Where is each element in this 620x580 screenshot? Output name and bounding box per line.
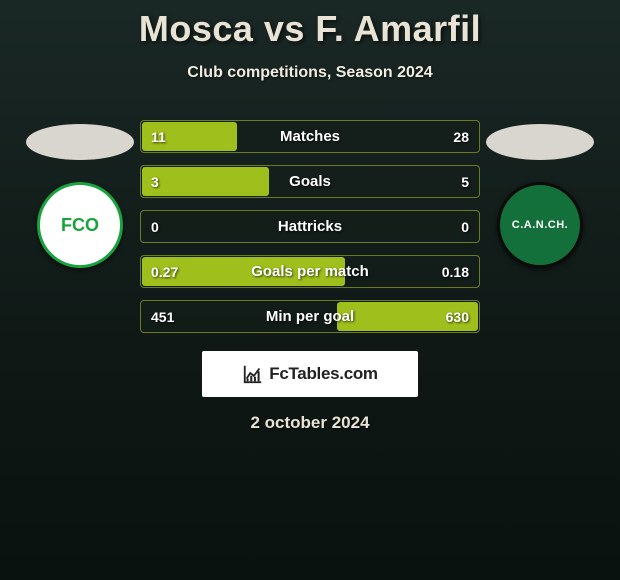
stat-value-left: 3 xyxy=(151,174,159,190)
stat-label: Min per goal xyxy=(266,308,354,325)
stat-label: Goals xyxy=(289,173,331,190)
stat-row: 0 Hattricks 0 xyxy=(140,210,480,243)
left-club-initials: FCO xyxy=(61,215,99,236)
page-title: Mosca vs F. Amarfil xyxy=(0,8,620,50)
stat-value-left: 11 xyxy=(151,129,166,145)
stat-row: 3 Goals 5 xyxy=(140,165,480,198)
stat-value-left: 451 xyxy=(151,309,174,325)
stat-label: Matches xyxy=(280,128,340,145)
right-player-silhouette xyxy=(486,124,594,160)
brand-text: FcTables.com xyxy=(269,364,378,384)
stat-row: 0.27 Goals per match 0.18 xyxy=(140,255,480,288)
page-subtitle: Club competitions, Season 2024 xyxy=(0,64,620,82)
stat-value-right: 5 xyxy=(461,174,469,190)
stat-label: Goals per match xyxy=(251,263,369,280)
stat-row: 11 Matches 28 xyxy=(140,120,480,153)
brand-box[interactable]: FcTables.com xyxy=(202,351,418,397)
right-club-badge: C.A.N.CH. xyxy=(497,182,583,268)
date-text: 2 october 2024 xyxy=(0,413,620,433)
stat-value-left: 0.27 xyxy=(151,264,178,280)
stat-value-right: 0.18 xyxy=(442,264,469,280)
stat-value-left: 0 xyxy=(151,219,159,235)
comparison-body: FCO 11 Matches 28 3 Goals 5 0 Hattricks 0 0.27 Goa… xyxy=(0,120,620,333)
stat-fill-left xyxy=(142,167,269,196)
stat-value-right: 630 xyxy=(446,309,469,325)
stat-value-right: 0 xyxy=(461,219,469,235)
stat-row: 451 Min per goal 630 xyxy=(140,300,480,333)
stat-label: Hattricks xyxy=(278,218,342,235)
right-side: C.A.N.CH. xyxy=(480,120,600,333)
right-club-initials: C.A.N.CH. xyxy=(512,219,568,231)
chart-icon xyxy=(242,363,264,385)
left-club-badge: FCO xyxy=(37,182,123,268)
left-player-silhouette xyxy=(26,124,134,160)
left-side: FCO xyxy=(20,120,140,333)
stat-value-right: 28 xyxy=(453,129,469,145)
stat-bars: 11 Matches 28 3 Goals 5 0 Hattricks 0 0.27 Goals p… xyxy=(140,120,480,333)
